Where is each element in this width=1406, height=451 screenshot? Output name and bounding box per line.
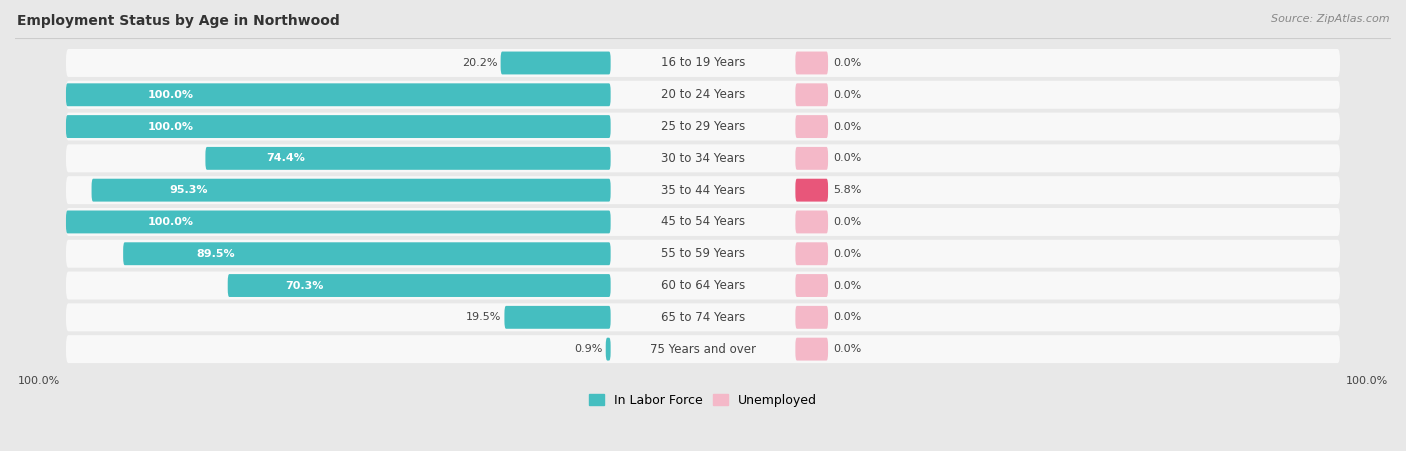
FancyBboxPatch shape [796,179,828,202]
FancyBboxPatch shape [66,49,1340,77]
FancyBboxPatch shape [66,335,1340,363]
FancyBboxPatch shape [796,83,828,106]
FancyBboxPatch shape [66,272,1340,299]
FancyBboxPatch shape [66,211,610,234]
FancyBboxPatch shape [796,211,828,234]
FancyBboxPatch shape [505,306,610,329]
FancyBboxPatch shape [66,144,1340,172]
Text: 25 to 29 Years: 25 to 29 Years [661,120,745,133]
Text: 55 to 59 Years: 55 to 59 Years [661,247,745,260]
FancyBboxPatch shape [796,51,828,74]
FancyBboxPatch shape [606,338,610,360]
Text: 65 to 74 Years: 65 to 74 Years [661,311,745,324]
Text: 30 to 34 Years: 30 to 34 Years [661,152,745,165]
FancyBboxPatch shape [66,115,610,138]
FancyBboxPatch shape [66,176,1340,204]
Text: 45 to 54 Years: 45 to 54 Years [661,216,745,229]
Text: 16 to 19 Years: 16 to 19 Years [661,56,745,69]
Text: 0.0%: 0.0% [834,344,862,354]
Text: 89.5%: 89.5% [197,249,235,259]
FancyBboxPatch shape [124,242,610,265]
Text: 0.0%: 0.0% [834,122,862,132]
Text: 20.2%: 20.2% [463,58,498,68]
FancyBboxPatch shape [66,304,1340,331]
Text: 0.0%: 0.0% [834,90,862,100]
Text: 100.0%: 100.0% [148,122,194,132]
Text: 20 to 24 Years: 20 to 24 Years [661,88,745,101]
Text: 100.0%: 100.0% [148,90,194,100]
FancyBboxPatch shape [66,81,1340,109]
Text: Source: ZipAtlas.com: Source: ZipAtlas.com [1271,14,1389,23]
Text: 0.0%: 0.0% [834,249,862,259]
Text: 100.0%: 100.0% [18,376,60,386]
Text: 100.0%: 100.0% [1346,376,1388,386]
Text: 60 to 64 Years: 60 to 64 Years [661,279,745,292]
Text: 0.0%: 0.0% [834,217,862,227]
Text: 19.5%: 19.5% [465,313,501,322]
Text: 5.8%: 5.8% [834,185,862,195]
FancyBboxPatch shape [796,147,828,170]
FancyBboxPatch shape [501,51,610,74]
Legend: In Labor Force, Unemployed: In Labor Force, Unemployed [583,389,823,412]
FancyBboxPatch shape [66,208,1340,236]
Text: 100.0%: 100.0% [148,217,194,227]
Text: 0.0%: 0.0% [834,58,862,68]
Text: 0.0%: 0.0% [834,153,862,163]
FancyBboxPatch shape [796,338,828,360]
FancyBboxPatch shape [796,115,828,138]
FancyBboxPatch shape [66,113,1340,141]
FancyBboxPatch shape [228,274,610,297]
Text: 74.4%: 74.4% [266,153,305,163]
Text: 35 to 44 Years: 35 to 44 Years [661,184,745,197]
Text: 0.0%: 0.0% [834,313,862,322]
Text: 95.3%: 95.3% [169,185,208,195]
Text: 70.3%: 70.3% [285,281,323,290]
FancyBboxPatch shape [66,83,610,106]
FancyBboxPatch shape [66,240,1340,268]
FancyBboxPatch shape [205,147,610,170]
FancyBboxPatch shape [796,242,828,265]
FancyBboxPatch shape [796,274,828,297]
FancyBboxPatch shape [91,179,610,202]
Text: 0.0%: 0.0% [834,281,862,290]
FancyBboxPatch shape [796,306,828,329]
Text: 0.9%: 0.9% [574,344,603,354]
Text: 75 Years and over: 75 Years and over [650,343,756,356]
Text: Employment Status by Age in Northwood: Employment Status by Age in Northwood [17,14,340,28]
